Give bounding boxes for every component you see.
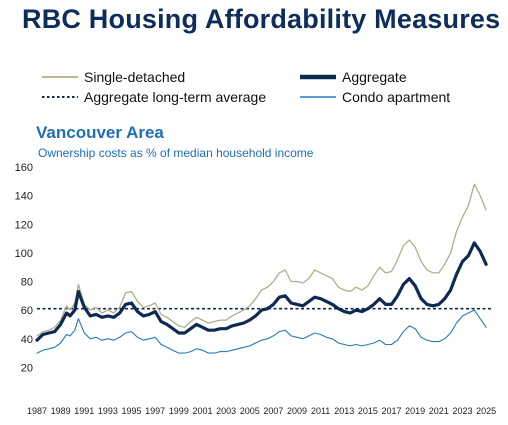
x-tick-label: 2011 bbox=[311, 406, 330, 416]
x-tick-label: 2009 bbox=[287, 406, 307, 416]
x-tick-label: 1993 bbox=[98, 406, 118, 416]
y-tick-label: 40 bbox=[21, 334, 33, 346]
y-tick-label: 160 bbox=[15, 162, 33, 174]
x-tick-label: 2001 bbox=[192, 406, 212, 416]
x-tick-label: 2019 bbox=[405, 406, 425, 416]
y-tick-label: 140 bbox=[15, 191, 33, 203]
legend-swatches bbox=[42, 74, 336, 98]
x-tick-label: 1991 bbox=[74, 406, 94, 416]
legend-label-long-term-average: Aggregate long-term average bbox=[84, 89, 267, 105]
legend-label-condo: Condo apartment bbox=[342, 89, 451, 105]
x-tick-label: 2005 bbox=[240, 406, 260, 416]
x-tick-label: 1997 bbox=[145, 406, 165, 416]
series-line-aggregate bbox=[35, 241, 488, 342]
x-tick-label: 2007 bbox=[263, 406, 283, 416]
y-tick-label: 20 bbox=[21, 362, 33, 374]
series-line-single-detached bbox=[36, 183, 487, 337]
y-tick-label: 60 bbox=[21, 305, 33, 317]
y-tick-label: 120 bbox=[15, 219, 33, 231]
y-tick-label: 100 bbox=[15, 248, 33, 260]
x-tick-label: 1999 bbox=[169, 406, 189, 416]
x-tick-label: 2023 bbox=[452, 406, 472, 416]
x-tick-label: 1989 bbox=[51, 406, 71, 416]
legend-label-single-detached: Single-detached bbox=[84, 69, 186, 85]
x-tick-label: 2025 bbox=[476, 406, 496, 416]
x-tick-label: 2015 bbox=[358, 406, 378, 416]
legend-label-aggregate: Aggregate bbox=[342, 69, 407, 85]
x-tick-label: 2003 bbox=[216, 406, 236, 416]
x-tick-label: 1995 bbox=[122, 406, 142, 416]
series-line-condo-apartment bbox=[36, 309, 487, 354]
x-tick-label: 2017 bbox=[382, 406, 402, 416]
page-title: RBC Housing Affordability Measures bbox=[22, 4, 501, 34]
x-tick-label: 2021 bbox=[429, 406, 449, 416]
chart-region-title: Vancouver Area bbox=[36, 123, 164, 142]
y-tick-label: 80 bbox=[21, 277, 33, 289]
x-tick-label: 1987 bbox=[27, 406, 47, 416]
chart-description: Ownership costs as % of median household… bbox=[38, 146, 314, 160]
x-tick-label: 2013 bbox=[334, 406, 354, 416]
